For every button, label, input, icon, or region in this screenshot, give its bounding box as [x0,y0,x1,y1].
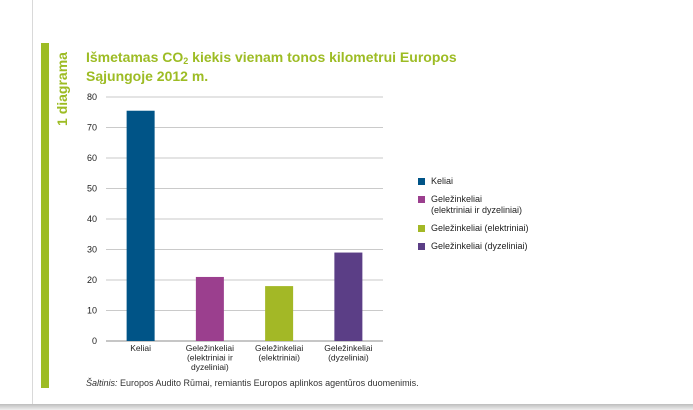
y-tick-label: 10 [87,306,97,316]
title-subscript: 2 [183,56,189,66]
x-tick-label: Geležinkeliai [255,343,303,353]
page-bottom-edge [0,404,693,410]
legend-swatch [418,225,425,232]
x-tick-label: Geležinkeliai [186,343,234,353]
bar [126,110,155,341]
chart-legend: Keliai Geležinkeliai (elektriniai ir dyze… [418,176,529,259]
legend-item: Keliai [418,176,529,187]
bar [195,276,224,341]
bar [265,286,294,341]
y-tick-label: 50 [87,184,97,194]
legend-item: Geležinkeliai (elektriniai ir dyzeliniai… [418,194,529,216]
source-note: Šaltinis: Europos Audito Rūmai, remianti… [86,378,419,388]
bar [334,252,363,341]
y-tick-label: 20 [87,275,97,285]
source-label: Šaltinis: [86,378,118,388]
legend-label: Geležinkeliai (elektriniai) [431,223,529,233]
source-text: Europos Audito Rūmai, remiantis Europos … [117,378,419,388]
side-accent-bar [41,43,49,388]
page-divider [32,0,33,404]
y-tick-label: 60 [87,153,97,163]
x-tick-label: Geležinkeliai [324,343,372,353]
x-tick-label: dyzeliniai) [191,362,229,372]
legend-label: Keliai [431,176,454,186]
title-part2: kiekis vienam tonos kilometrui Europos S… [86,49,457,84]
y-tick-label: 40 [87,214,97,224]
title-part1: Išmetamas CO [86,49,184,65]
legend-swatch [418,243,425,250]
legend-swatch [418,178,425,185]
legend-label: Geležinkeliai (dyzeliniai) [431,241,528,251]
y-tick-label: 30 [87,245,97,255]
x-tick-label: (elektriniai) [258,353,300,363]
legend-item: Geležinkeliai (elektriniai) [418,223,529,234]
chart-title: Išmetamas CO2 kiekis vienam tonos kilome… [86,50,506,84]
x-tick-label: Keliai [130,343,151,353]
legend-label: Geležinkeliai (elektriniai ir dyzeliniai… [431,194,523,215]
y-tick-label: 80 [87,92,97,102]
legend-swatch [418,196,425,203]
x-tick-label: (elektriniai ir [187,353,233,363]
x-tick-label: (dyzeliniai) [328,353,369,363]
legend-item: Geležinkeliai (dyzeliniai) [418,241,529,252]
y-tick-label: 70 [87,123,97,133]
y-tick-label: 0 [92,336,97,346]
page-margin [0,0,32,410]
